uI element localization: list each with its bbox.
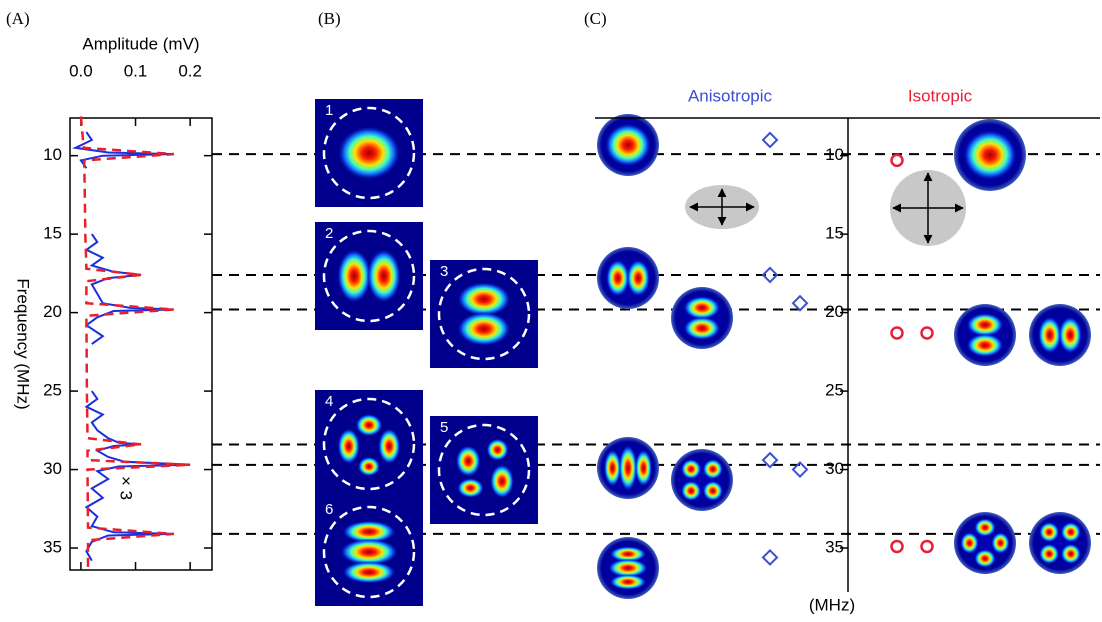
y-tick-label: 15 <box>825 224 844 243</box>
mode-lobe <box>1039 522 1059 542</box>
mode-lobe <box>1039 544 1059 564</box>
mode-lobe <box>609 574 646 590</box>
mode-lobe <box>974 518 996 537</box>
y-tick-label: 30 <box>825 459 844 478</box>
mode-lobe <box>1061 522 1081 542</box>
mode-lobe <box>486 439 509 462</box>
mode-lobe <box>974 549 996 568</box>
mode-lobe <box>683 316 720 340</box>
mode-lobe <box>604 449 621 486</box>
mode-number: 4 <box>325 393 333 410</box>
y-axis-title: (MHz) <box>809 595 855 614</box>
mode-number: 1 <box>325 102 333 119</box>
y-tick-label: 35 <box>825 538 844 557</box>
mode-lobe <box>358 457 381 477</box>
mode-lobe <box>1058 316 1082 353</box>
mode-lobe <box>457 478 484 498</box>
mode-lobe <box>960 532 979 554</box>
y-tick-label: 10 <box>825 145 844 164</box>
figure: (A) (B) (C) 1 2 3 4 5 6 Amplitude (mV) Frequen… <box>0 0 1102 622</box>
mode-lobe <box>703 459 723 479</box>
spectrum-line <box>81 116 190 571</box>
x-tick-label: 0.0 <box>69 61 93 80</box>
mode-lobe <box>681 459 701 479</box>
mode-lobe <box>681 481 701 501</box>
point <box>793 296 807 310</box>
mode-lobe <box>605 123 652 166</box>
point <box>922 541 933 552</box>
plot-frame <box>70 118 212 570</box>
y-tick-label: 20 <box>43 302 62 321</box>
x-axis-title: Amplitude (mV) <box>82 34 199 53</box>
mode-lobe <box>378 428 401 464</box>
y-tick-label: 25 <box>825 381 844 400</box>
mode-lobe <box>606 259 630 296</box>
annotation: × 3 <box>117 476 136 500</box>
y-axis-title: Frequency (MHz) <box>14 278 33 409</box>
mode-image <box>1029 512 1091 574</box>
mode-lobe <box>703 481 723 501</box>
y-tick-label: 10 <box>43 145 62 164</box>
point <box>892 541 903 552</box>
mode-number: 2 <box>325 225 333 242</box>
panel-label: (A) <box>6 9 30 28</box>
mode-lobe <box>966 313 1003 337</box>
mode-number: 3 <box>440 263 448 280</box>
mode-lobe <box>1038 316 1062 353</box>
x-tick-label: 0.2 <box>178 61 202 80</box>
mode-images: 1 2 3 4 5 6 <box>315 99 1091 606</box>
mode-lobe <box>457 312 511 346</box>
mode-number: 6 <box>325 501 333 518</box>
point <box>763 133 777 147</box>
mode-lobe <box>991 532 1010 554</box>
point <box>763 550 777 564</box>
mode-lobe <box>457 282 511 316</box>
mode-lobe <box>963 130 1017 180</box>
y-tick-label: 35 <box>43 538 62 557</box>
y-tick-label: 15 <box>43 224 62 243</box>
mode-lobe <box>367 249 401 303</box>
page: (A) (B) (C) 1 2 3 4 5 6 Amplitude (mV) Frequen… <box>0 0 1102 622</box>
mode-lobe <box>619 445 638 492</box>
mode-lobe <box>338 126 401 180</box>
mode-lobe <box>356 414 383 437</box>
mode-lobe <box>337 249 371 303</box>
y-tick-label: 25 <box>43 381 62 400</box>
mode-lobe <box>338 428 361 464</box>
mode-lobe <box>1061 544 1081 564</box>
mode-lobe <box>966 333 1003 357</box>
point <box>892 155 903 166</box>
legend-label: Anisotropic <box>688 86 773 105</box>
y-tick-label: 20 <box>825 302 844 321</box>
panel-label: (C) <box>584 9 607 28</box>
legend-label: Isotropic <box>908 86 973 105</box>
mode-lobe <box>635 449 652 486</box>
mode-lobe <box>683 296 720 320</box>
x-tick-label: 0.1 <box>124 61 148 80</box>
point <box>892 328 903 339</box>
mode-lobe <box>342 561 396 584</box>
mode-lobe <box>490 464 514 498</box>
mode-lobe <box>456 445 481 477</box>
panel-label: (B) <box>318 9 341 28</box>
mode-lobe <box>626 259 650 296</box>
point <box>922 328 933 339</box>
mode-number: 5 <box>440 419 448 436</box>
y-tick-label: 30 <box>43 459 62 478</box>
mode-image <box>671 449 733 511</box>
